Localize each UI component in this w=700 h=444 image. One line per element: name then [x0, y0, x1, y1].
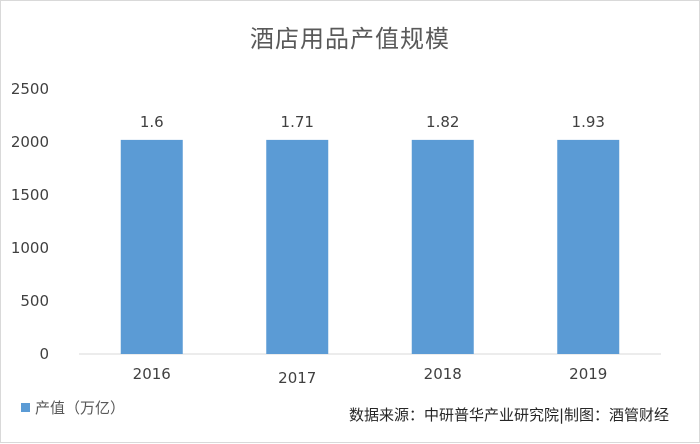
bar-2017	[266, 139, 329, 354]
legend-swatch	[21, 403, 30, 412]
legend-label: 产值（万亿）	[35, 399, 126, 417]
data-label-2018: 1.82	[426, 113, 459, 131]
bar-2018	[411, 139, 474, 354]
data-label-2019: 1.93	[572, 113, 605, 131]
data-labels: 1.6 1.71 1.82 1.93	[140, 113, 605, 131]
y-tick-label: 0	[39, 345, 49, 363]
y-tick-label: 1000	[11, 239, 49, 257]
x-tick-label: 2019	[569, 365, 607, 383]
bars	[120, 139, 620, 354]
legend: 产值（万亿）	[21, 397, 125, 418]
bar-2019	[557, 139, 620, 354]
data-label-2017: 1.71	[281, 113, 314, 131]
bar-2016	[120, 139, 183, 354]
y-tick-label: 2500	[11, 80, 49, 98]
y-axis-ticks: 0 500 1000 1500 2000 2500	[11, 80, 49, 363]
x-tick-label: 2016	[133, 365, 171, 383]
data-label-2016: 1.6	[140, 113, 164, 131]
x-tick-label: 2017	[278, 369, 316, 387]
chart-title: 酒店用品产值规模	[250, 25, 450, 53]
x-tick-label: 2018	[424, 365, 462, 383]
y-tick-label: 2000	[11, 133, 49, 151]
x-axis-ticks: 2016 2017 2018 2019	[133, 365, 608, 387]
source-note: 数据来源：中研普华产业研究院|制图：酒管财经	[348, 406, 669, 424]
y-tick-label: 1500	[11, 186, 49, 204]
y-tick-label: 500	[20, 292, 49, 310]
